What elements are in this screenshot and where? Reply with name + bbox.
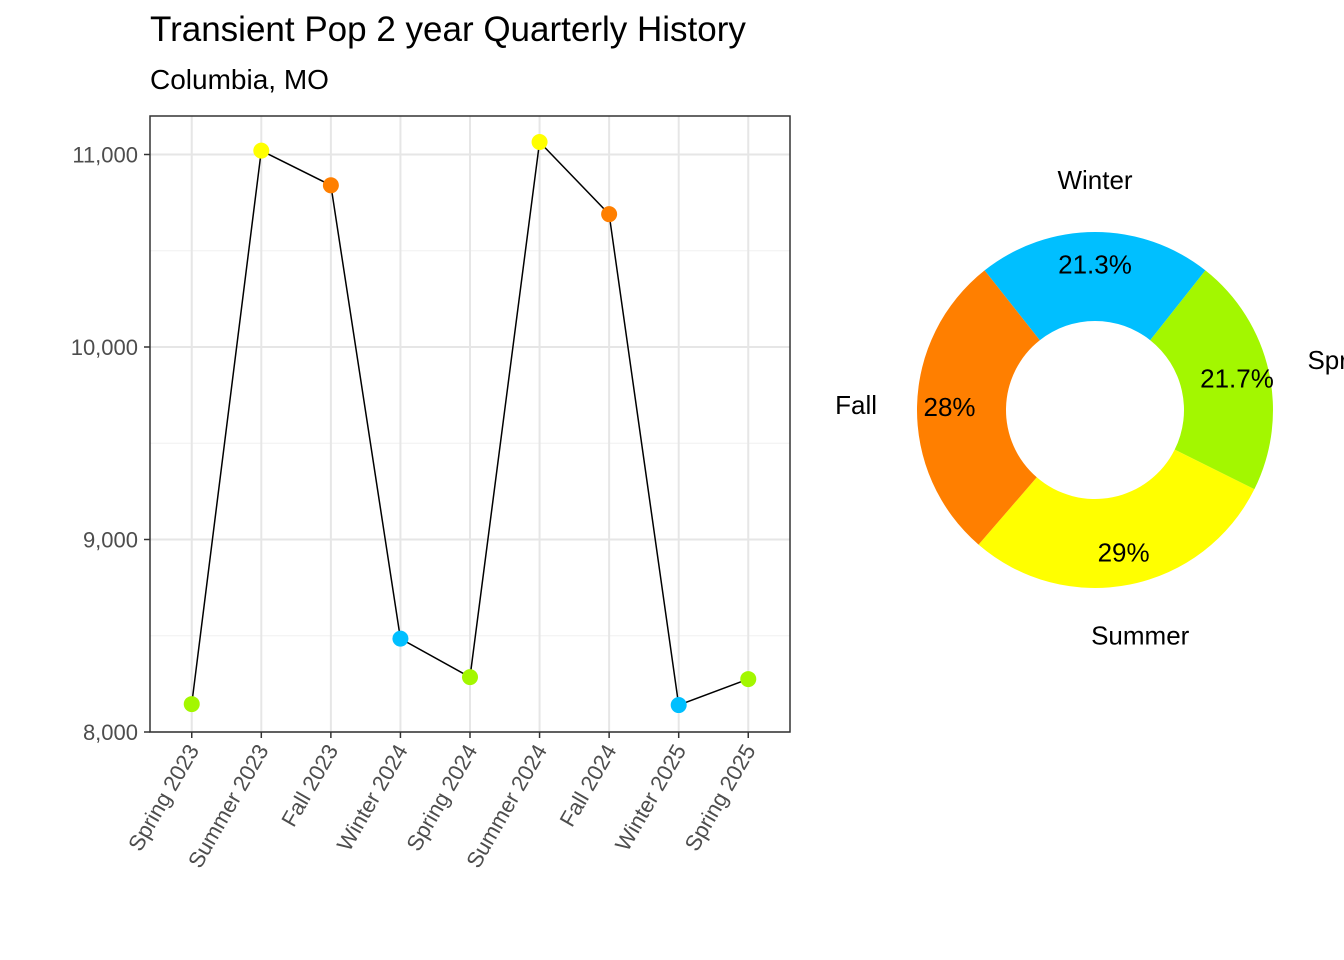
data-point	[601, 206, 618, 223]
donut-slice-spring	[1150, 270, 1273, 490]
donut-slice-summer	[978, 449, 1255, 588]
data-point	[253, 142, 270, 159]
slice-percent-label: 28%	[924, 392, 976, 422]
y-tick-label: 11,000	[72, 143, 138, 168]
x-tick-label: Fall 2023	[276, 740, 343, 831]
x-tick-label: Spring 2023	[123, 740, 204, 855]
donut-slice-fall	[917, 270, 1040, 545]
data-point	[670, 697, 687, 714]
slice-category-label: Summer	[1091, 621, 1190, 651]
x-tick-label: Spring 2024	[401, 740, 482, 855]
donut-chart-panel: 21.3% Winter 21.7% Spring 29% Summer 28% Fall	[835, 165, 1344, 651]
slice-percent-label: 21.7%	[1200, 363, 1274, 393]
x-tick-label: Fall 2024	[555, 740, 622, 831]
y-tick-label: 8,000	[83, 720, 138, 745]
data-point	[183, 696, 200, 713]
slice-category-label: Spring	[1307, 345, 1344, 375]
chart-subtitle: Columbia, MO	[150, 64, 329, 95]
data-point	[740, 671, 757, 688]
slice-percent-label: 21.3%	[1058, 250, 1132, 280]
data-point	[392, 630, 409, 647]
donut-slice-winter	[984, 232, 1206, 341]
slice-percent-label: 29%	[1098, 538, 1150, 568]
chart-title: Transient Pop 2 year Quarterly History	[150, 10, 746, 49]
x-tick-label: Winter 2025	[610, 740, 691, 855]
x-tick-label: Spring 2025	[680, 740, 761, 855]
slice-category-label: Winter	[1057, 165, 1132, 195]
x-tick-label: Winter 2024	[332, 740, 413, 855]
slice-category-label: Fall	[835, 390, 877, 420]
data-point	[531, 133, 548, 150]
data-point	[322, 177, 339, 194]
y-tick-label: 10,000	[71, 335, 138, 360]
y-tick-label: 9,000	[83, 528, 138, 553]
data-point	[462, 669, 478, 686]
